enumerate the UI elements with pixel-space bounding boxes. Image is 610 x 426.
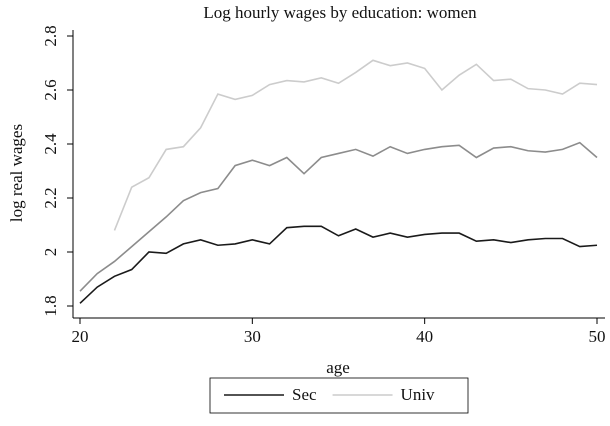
y-tick-label: 1.8 — [41, 295, 60, 316]
series-line — [79, 141, 598, 292]
x-tick-label: 20 — [72, 327, 89, 346]
legend-box — [209, 377, 469, 414]
y-axis-label: log real wages — [7, 124, 26, 222]
x-tick-label: 50 — [589, 327, 606, 346]
y-tick-label: 2.6 — [41, 79, 60, 100]
legend-label: Sec — [292, 385, 317, 404]
series-line — [113, 59, 598, 231]
x-tick-label: 30 — [244, 327, 261, 346]
y-tick-label: 2 — [41, 248, 60, 257]
legend-label: Univ — [401, 385, 436, 404]
x-tick-label: 40 — [416, 327, 433, 346]
y-tick-label: 2.2 — [41, 187, 60, 208]
chart-title: Log hourly wages by education: women — [203, 3, 477, 22]
series-line — [79, 225, 598, 304]
y-tick-label: 2.8 — [41, 25, 60, 46]
y-tick-label: 2.4 — [41, 133, 60, 155]
x-axis-label: age — [326, 358, 350, 377]
